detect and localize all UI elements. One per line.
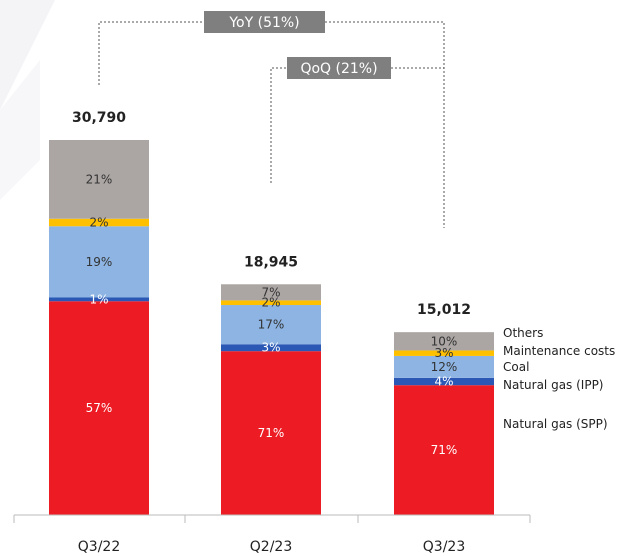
comparison-line-to-0 <box>325 21 445 228</box>
bar-segment-2-0 <box>49 226 149 298</box>
legend-entry-1: Natural gas (IPP) <box>503 378 604 392</box>
comparison-label-1: QoQ (21%) <box>300 61 377 77</box>
comparison-line-from-0 <box>98 21 204 85</box>
data-label-1-0: 1% <box>89 292 108 306</box>
bar-segment-3-1 <box>221 300 321 306</box>
bar-segment-1-1 <box>221 344 321 352</box>
data-label-2-1: 17% <box>258 318 285 332</box>
data-label-3-1: 2% <box>261 296 280 310</box>
category-label-2: Q3/23 <box>423 539 465 555</box>
bar-segment-1-2 <box>394 377 494 386</box>
comparison-line-to-1 <box>391 67 445 228</box>
bar-segment-1-0 <box>49 297 149 302</box>
data-label-0-1: 71% <box>258 426 285 440</box>
category-label-0: Q3/22 <box>78 539 120 555</box>
bar-segment-3-2 <box>394 350 494 356</box>
background-decoration <box>0 60 40 200</box>
bars-group: 57%1%19%2%21%30,79071%3%17%2%7%18,94571%… <box>49 110 494 515</box>
legend: Natural gas (SPP) Natural gas (IPP) Coal Ma… <box>503 326 615 431</box>
legend-entry-4: Others <box>503 326 543 340</box>
data-label-0-2: 71% <box>431 443 458 457</box>
bar-segment-0-0 <box>49 301 149 515</box>
bar-segment-3-0 <box>49 218 149 227</box>
total-label-2: 15,012 <box>417 302 471 318</box>
comparison-brackets: YoY (51%) QoQ (21%) <box>98 11 445 228</box>
data-label-1-1: 3% <box>261 341 280 355</box>
bar-segment-4-1 <box>221 284 321 301</box>
data-label-4-2: 10% <box>431 334 458 348</box>
comparison-box-0 <box>204 11 325 33</box>
background-decoration <box>0 0 55 110</box>
category-label-1: Q2/23 <box>250 539 292 555</box>
bar-segment-2-2 <box>394 355 494 378</box>
comparison-box-1 <box>287 57 391 79</box>
data-label-3-0: 2% <box>89 216 108 230</box>
data-label-4-0: 21% <box>86 172 113 186</box>
bar-segment-4-0 <box>49 140 149 219</box>
x-axis: Q3/22 Q2/23 Q3/23 <box>13 514 531 555</box>
bar-segment-4-2 <box>394 332 494 351</box>
bar-segment-2-1 <box>221 305 321 345</box>
data-label-3-2: 3% <box>434 346 453 360</box>
data-label-0-0: 57% <box>86 401 113 415</box>
data-label-2-0: 19% <box>86 255 113 269</box>
data-label-4-1: 7% <box>261 285 280 299</box>
total-label-0: 30,790 <box>72 110 126 126</box>
bar-segment-0-2 <box>394 385 494 515</box>
legend-entry-2: Coal <box>503 360 529 374</box>
legend-entry-0: Natural gas (SPP) <box>503 417 608 431</box>
legend-entry-3: Maintenance costs <box>503 344 615 358</box>
total-label-1: 18,945 <box>244 254 298 270</box>
comparison-line-from-1 <box>270 67 287 183</box>
data-label-1-2: 4% <box>434 375 453 389</box>
bar-segment-0-1 <box>221 351 321 515</box>
data-label-2-2: 12% <box>431 360 458 374</box>
comparison-label-0: YoY (51%) <box>228 15 299 31</box>
